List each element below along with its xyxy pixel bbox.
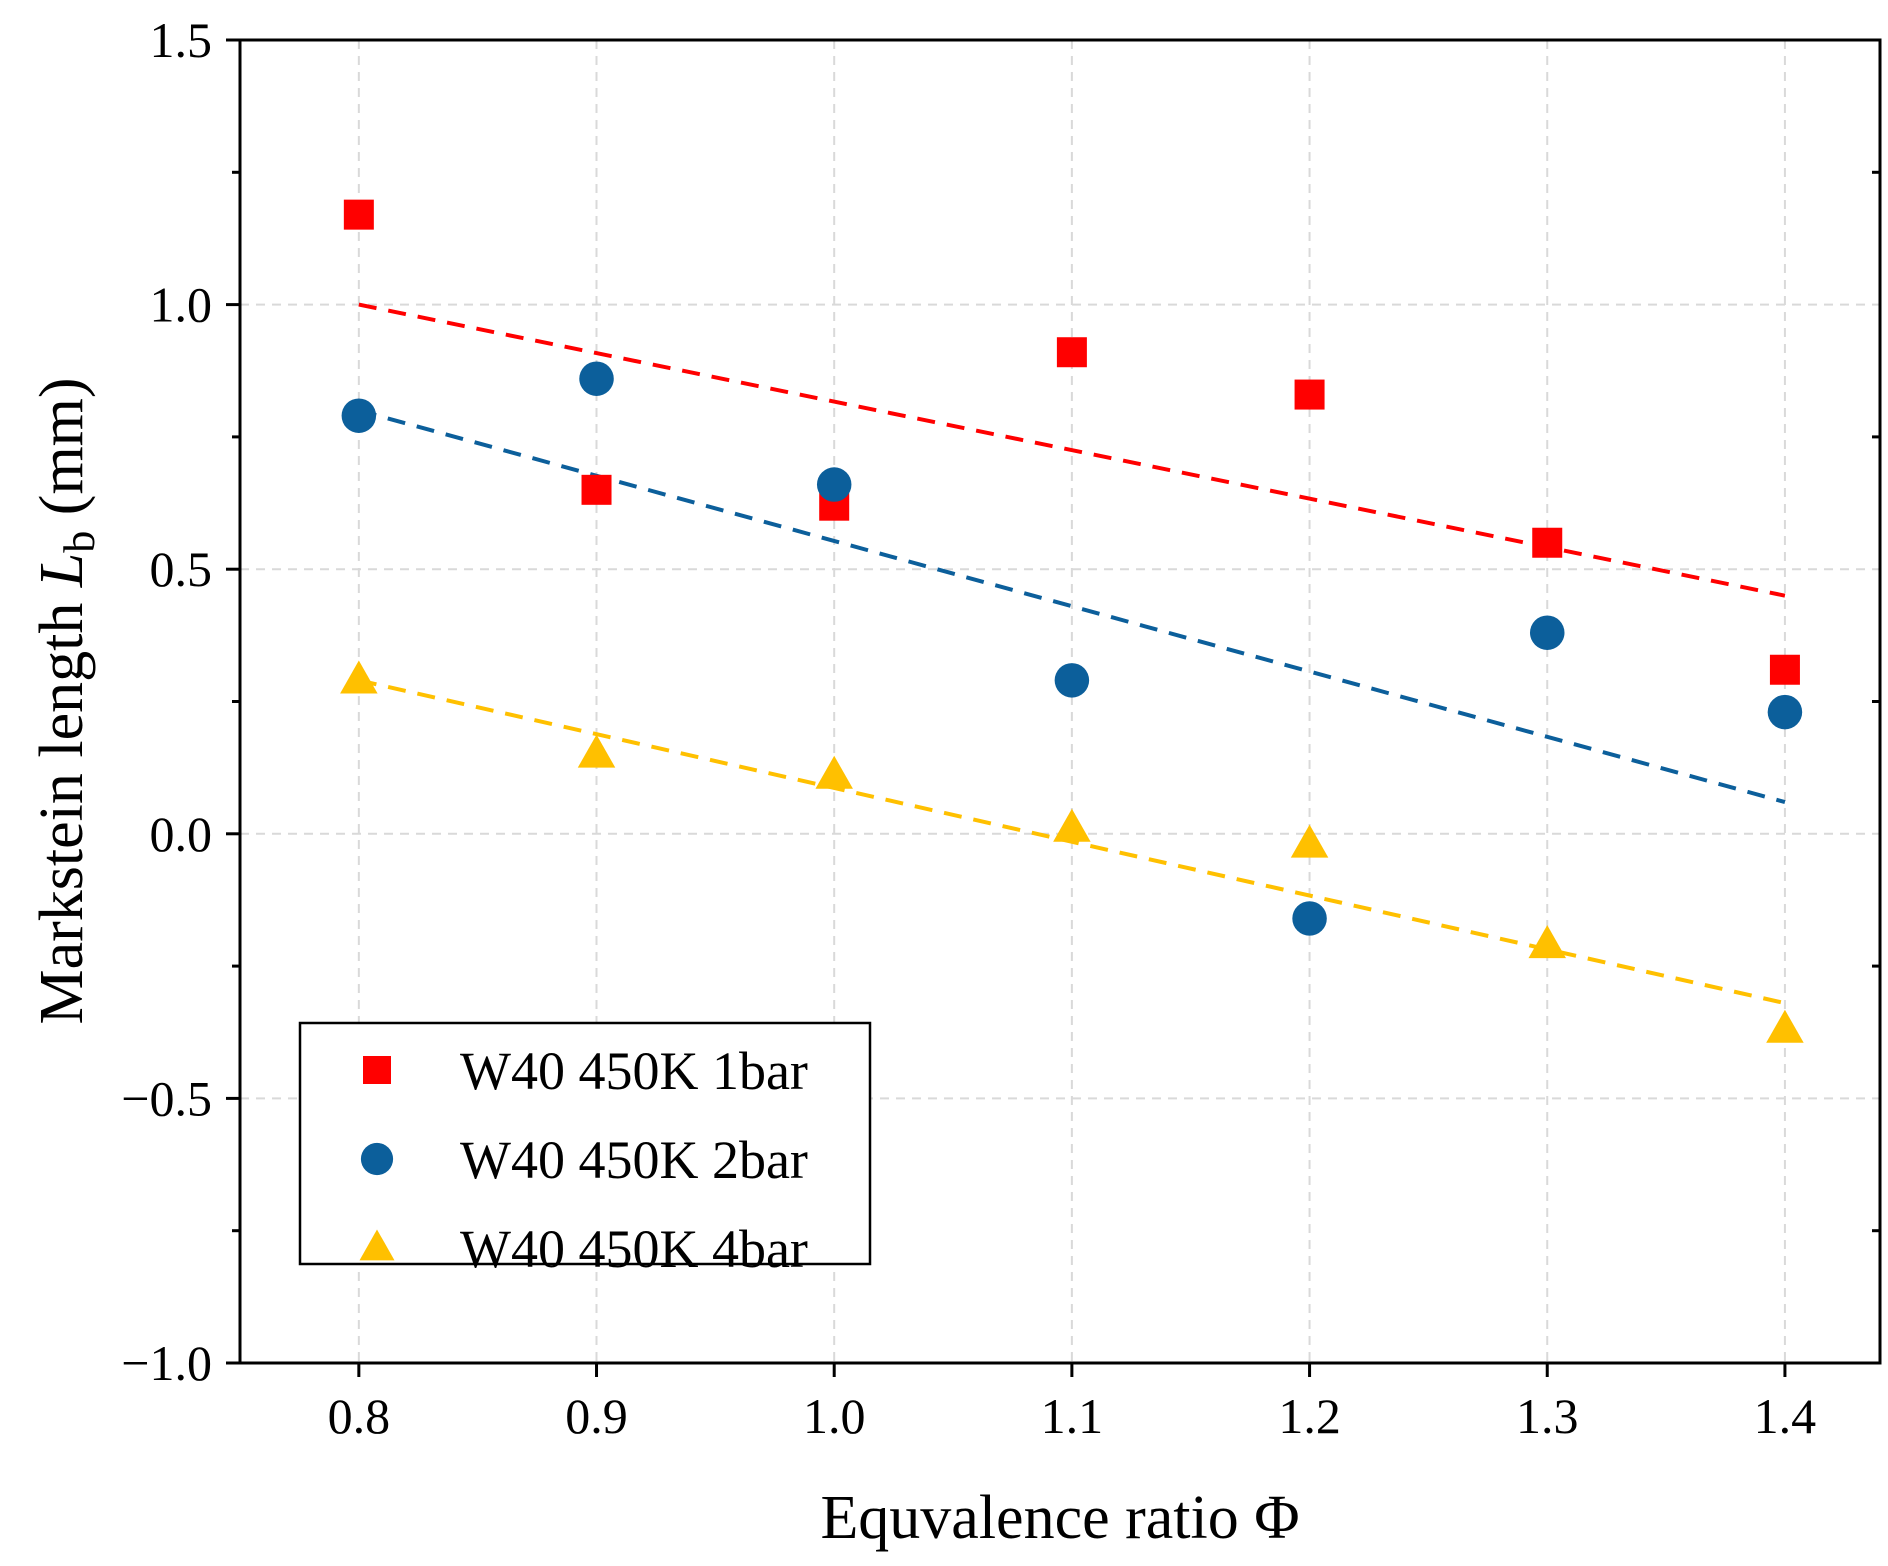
y-tick-label: 1.0 (150, 277, 213, 333)
data-point-triangle (1290, 824, 1329, 858)
x-tick-label: 0.9 (565, 1388, 628, 1444)
data-point-triangle (1528, 925, 1566, 959)
data-point-square (343, 199, 374, 230)
data-point-circle (1292, 901, 1327, 936)
x-tick-label: 1.4 (1754, 1388, 1817, 1444)
legend-label: W40 450K 4bar (460, 1219, 808, 1279)
x-tick-label: 1.3 (1516, 1388, 1579, 1444)
x-axis-title: Equvalence ratio Φ (820, 1484, 1299, 1552)
legend-box (298, 1021, 872, 1266)
legend-label: W40 450K 1bar (460, 1041, 808, 1101)
x-tick-label: 1.1 (1041, 1388, 1104, 1444)
data-point-triangle (1053, 808, 1091, 842)
legend-marker-circle (360, 1142, 394, 1176)
data-point-circle (1767, 694, 1803, 730)
y-axis-title-unit: (mm) (28, 377, 96, 530)
data-point-circle (1529, 615, 1565, 650)
y-axis-title-sub: b (55, 531, 104, 553)
fit-line-triangle (358, 678, 1786, 1006)
data-point-square (1056, 337, 1087, 368)
y-tick-label: −0.5 (121, 1070, 212, 1126)
data-point-circle (341, 398, 377, 433)
ticks: 0.8 0.9 1.0 1.1 1.2 1.3 1.4 −1.0 −0.5 0.0 0.5 1.0 1.… (121, 12, 1880, 1444)
y-tick-label: −1.0 (121, 1335, 212, 1391)
data-point-triangle (1766, 1009, 1804, 1043)
data-points (340, 199, 1804, 1043)
legend-marker-square (363, 1056, 391, 1084)
data-point-square (1769, 654, 1800, 685)
data-point-square (581, 474, 612, 505)
legend-label: W40 450K 2bar (460, 1130, 808, 1190)
legend-marker-triangle (359, 1229, 395, 1261)
data-point-triangle (577, 734, 616, 768)
data-point-triangle (340, 660, 378, 694)
y-axis-title-main: Markstein length (28, 587, 96, 1024)
x-tick-label: 1.2 (1278, 1388, 1341, 1444)
x-tick-label: 1.0 (803, 1388, 866, 1444)
data-point-square (1532, 527, 1563, 558)
data-point-circle (579, 361, 614, 396)
y-axis-title-var: L (28, 553, 96, 588)
y-tick-label: 0.0 (150, 806, 213, 862)
x-tick-label: 0.8 (328, 1388, 391, 1444)
legend: W40 450K 1bar W40 450K 2bar W40 450K 4bar (298, 1021, 872, 1279)
data-point-circle (1054, 663, 1090, 698)
y-axis-title: Markstein length Lb (mm) (28, 377, 104, 1024)
data-point-triangle (815, 755, 853, 789)
y-tick-label: 0.5 (150, 541, 213, 597)
data-point-square (1294, 379, 1325, 410)
data-point-circle (816, 467, 852, 502)
y-tick-label: 1.5 (150, 12, 213, 68)
